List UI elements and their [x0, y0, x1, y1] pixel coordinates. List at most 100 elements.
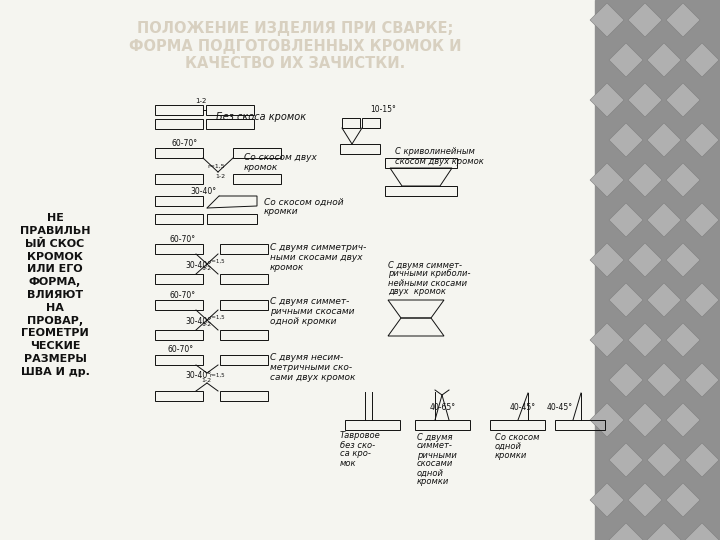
- Bar: [155, 300, 203, 310]
- Text: кромки: кромки: [495, 450, 527, 460]
- Polygon shape: [685, 443, 719, 477]
- Bar: [345, 420, 400, 430]
- Bar: [155, 214, 203, 224]
- Text: 10-15°: 10-15°: [370, 105, 396, 114]
- Polygon shape: [628, 323, 662, 357]
- Text: ричными скосами: ричными скосами: [270, 307, 354, 316]
- Bar: [220, 391, 268, 401]
- Bar: [415, 420, 470, 430]
- Bar: [555, 420, 605, 430]
- Bar: [220, 274, 268, 284]
- Text: С криволинейным: С криволинейным: [395, 147, 475, 157]
- Bar: [206, 105, 254, 115]
- Polygon shape: [628, 243, 662, 277]
- Polygon shape: [647, 363, 681, 397]
- Bar: [155, 391, 203, 401]
- Polygon shape: [628, 483, 662, 517]
- Bar: [155, 148, 203, 158]
- Text: ФОРМА ПОДГОТОВЛЕННЫХ КРОМОК И: ФОРМА ПОДГОТОВЛЕННЫХ КРОМОК И: [129, 38, 462, 53]
- Text: ПОЛОЖЕНИЕ ИЗДЕЛИЯ ПРИ СВАРКЕ;: ПОЛОЖЕНИЕ ИЗДЕЛИЯ ПРИ СВАРКЕ;: [137, 21, 453, 36]
- Text: 60-70°: 60-70°: [170, 291, 196, 300]
- Text: ричными: ричными: [417, 450, 457, 460]
- Polygon shape: [590, 243, 624, 277]
- Text: кромок: кромок: [270, 264, 305, 273]
- Bar: [206, 119, 254, 129]
- Text: С двумя симмет-: С двумя симмет-: [270, 298, 349, 307]
- Text: Со скосом двух: Со скосом двух: [244, 153, 317, 163]
- Text: r=1,5: r=1,5: [209, 259, 225, 264]
- Bar: [233, 148, 281, 158]
- Text: мок: мок: [340, 458, 356, 468]
- Text: С двумя симметрич-: С двумя симметрич-: [270, 244, 366, 253]
- Polygon shape: [666, 83, 700, 117]
- Polygon shape: [628, 3, 662, 37]
- Text: кромки: кромки: [264, 207, 299, 217]
- Bar: [155, 244, 203, 254]
- Text: скосом двух кромок: скосом двух кромок: [395, 157, 484, 165]
- Polygon shape: [666, 403, 700, 437]
- Polygon shape: [590, 83, 624, 117]
- Text: 40-45°: 40-45°: [510, 402, 536, 411]
- Bar: [385, 186, 457, 196]
- Polygon shape: [647, 523, 681, 540]
- Text: двух  кромок: двух кромок: [388, 287, 446, 296]
- Polygon shape: [685, 123, 719, 157]
- Polygon shape: [590, 483, 624, 517]
- Polygon shape: [685, 363, 719, 397]
- Polygon shape: [590, 323, 624, 357]
- Polygon shape: [590, 3, 624, 37]
- Text: ными скосами двух: ными скосами двух: [270, 253, 363, 262]
- Polygon shape: [628, 403, 662, 437]
- Text: 30-40°: 30-40°: [185, 261, 211, 271]
- Polygon shape: [685, 523, 719, 540]
- Text: 60-70°: 60-70°: [170, 234, 196, 244]
- Text: 60-70°: 60-70°: [168, 346, 194, 354]
- Bar: [155, 330, 203, 340]
- Bar: [207, 214, 257, 224]
- Polygon shape: [609, 283, 643, 317]
- Bar: [155, 355, 203, 365]
- Bar: [155, 274, 203, 284]
- Polygon shape: [647, 443, 681, 477]
- Polygon shape: [685, 203, 719, 237]
- Polygon shape: [666, 243, 700, 277]
- Text: 1-2: 1-2: [215, 173, 225, 179]
- Bar: [385, 158, 457, 168]
- Text: С двумя: С двумя: [417, 433, 452, 442]
- Text: Без скоса кромок: Без скоса кромок: [216, 112, 306, 122]
- Text: 30-40°: 30-40°: [185, 370, 211, 380]
- Text: метричными ско-: метричными ско-: [270, 362, 352, 372]
- Text: 60-70°: 60-70°: [172, 138, 198, 147]
- Bar: [220, 244, 268, 254]
- Text: 30-40°: 30-40°: [190, 186, 216, 195]
- Text: r=1,5: r=1,5: [207, 164, 225, 168]
- Text: ричными криболи-: ричными криболи-: [388, 269, 470, 279]
- Polygon shape: [609, 43, 643, 77]
- Bar: [340, 144, 380, 154]
- Polygon shape: [647, 123, 681, 157]
- Bar: [233, 174, 281, 184]
- Text: Со скосом одной: Со скосом одной: [264, 198, 343, 206]
- Bar: [220, 300, 268, 310]
- Polygon shape: [628, 163, 662, 197]
- Text: одной: одной: [417, 469, 444, 477]
- Text: 1-2: 1-2: [201, 267, 211, 272]
- Polygon shape: [666, 3, 700, 37]
- Text: С двумя несим-: С двумя несим-: [270, 353, 343, 361]
- Polygon shape: [666, 323, 700, 357]
- Text: без ско-: без ско-: [340, 441, 375, 449]
- Text: кромки: кромки: [417, 477, 449, 487]
- Text: r=1,5: r=1,5: [209, 314, 225, 320]
- Text: КАЧЕСТВО ИХ ЗАЧИСТКИ.: КАЧЕСТВО ИХ ЗАЧИСТКИ.: [185, 57, 405, 71]
- Polygon shape: [685, 283, 719, 317]
- Text: r=1,5: r=1,5: [209, 373, 225, 377]
- Polygon shape: [647, 283, 681, 317]
- Bar: [220, 330, 268, 340]
- Polygon shape: [666, 163, 700, 197]
- Polygon shape: [609, 443, 643, 477]
- Text: 1-2: 1-2: [201, 322, 211, 327]
- Text: скосами: скосами: [417, 460, 454, 469]
- Text: симмет-: симмет-: [417, 442, 453, 450]
- Bar: [220, 355, 268, 365]
- Text: Тавровое: Тавровое: [340, 431, 381, 441]
